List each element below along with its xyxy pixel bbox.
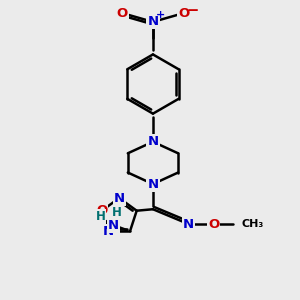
Text: H: H — [112, 206, 122, 219]
Text: N: N — [147, 135, 158, 148]
Text: O: O — [208, 218, 219, 230]
Text: N: N — [183, 218, 194, 230]
Text: H: H — [95, 210, 105, 223]
Text: O: O — [96, 204, 107, 217]
Text: N: N — [108, 219, 119, 232]
Text: N: N — [114, 191, 125, 205]
Text: −: − — [186, 3, 198, 18]
Text: O: O — [178, 7, 190, 20]
Text: +: + — [156, 11, 166, 20]
Text: N: N — [103, 225, 114, 238]
Text: N: N — [147, 178, 158, 190]
Text: N: N — [147, 15, 158, 28]
Text: O: O — [116, 7, 128, 20]
Text: CH₃: CH₃ — [241, 219, 263, 229]
